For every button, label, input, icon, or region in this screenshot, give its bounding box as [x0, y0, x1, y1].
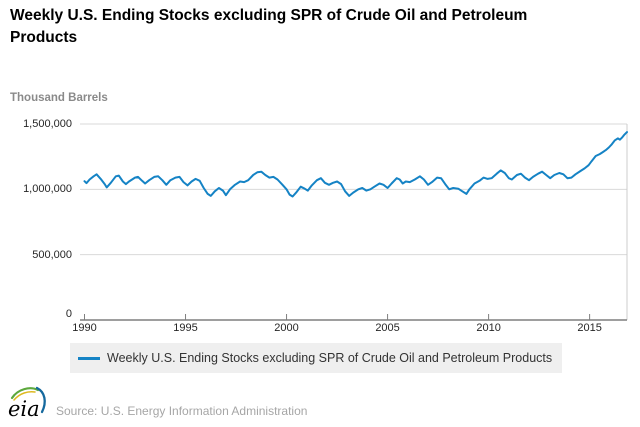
y-tick-label: 500,000	[32, 248, 72, 261]
eia-logo-yellow-arc	[13, 391, 36, 401]
eia-logo-green-arc	[10, 387, 40, 400]
x-tick-label: 2010	[476, 322, 501, 334]
legend-label: Weekly U.S. Ending Stocks excluding SPR …	[107, 351, 553, 365]
x-tick-label: 2015	[577, 322, 602, 334]
y-tick-label: 0	[65, 308, 72, 320]
data-line	[83, 131, 628, 198]
chart-title: Weekly U.S. Ending Stocks excluding SPR …	[10, 7, 528, 46]
legend: Weekly U.S. Ending Stocks excluding SPR …	[70, 343, 563, 373]
source-text: Source: U.S. Energy Information Administ…	[56, 404, 308, 418]
y-tick-label: 1,500,000	[23, 118, 72, 130]
x-tick-label: 1995	[173, 322, 198, 334]
legend-line-swatch	[78, 356, 100, 360]
y-tick-label: 1,000,000	[23, 183, 72, 196]
eia-logo-blue-swoosh	[35, 386, 46, 414]
eia-logo-text: eia	[8, 397, 40, 421]
x-tick-label: 2005	[375, 322, 400, 334]
eia-logo: eia	[8, 386, 46, 421]
x-tick-label: 1990	[72, 322, 97, 334]
x-tick-label: 2000	[274, 322, 299, 334]
y-axis-label: Thousand Barrels	[10, 92, 108, 104]
